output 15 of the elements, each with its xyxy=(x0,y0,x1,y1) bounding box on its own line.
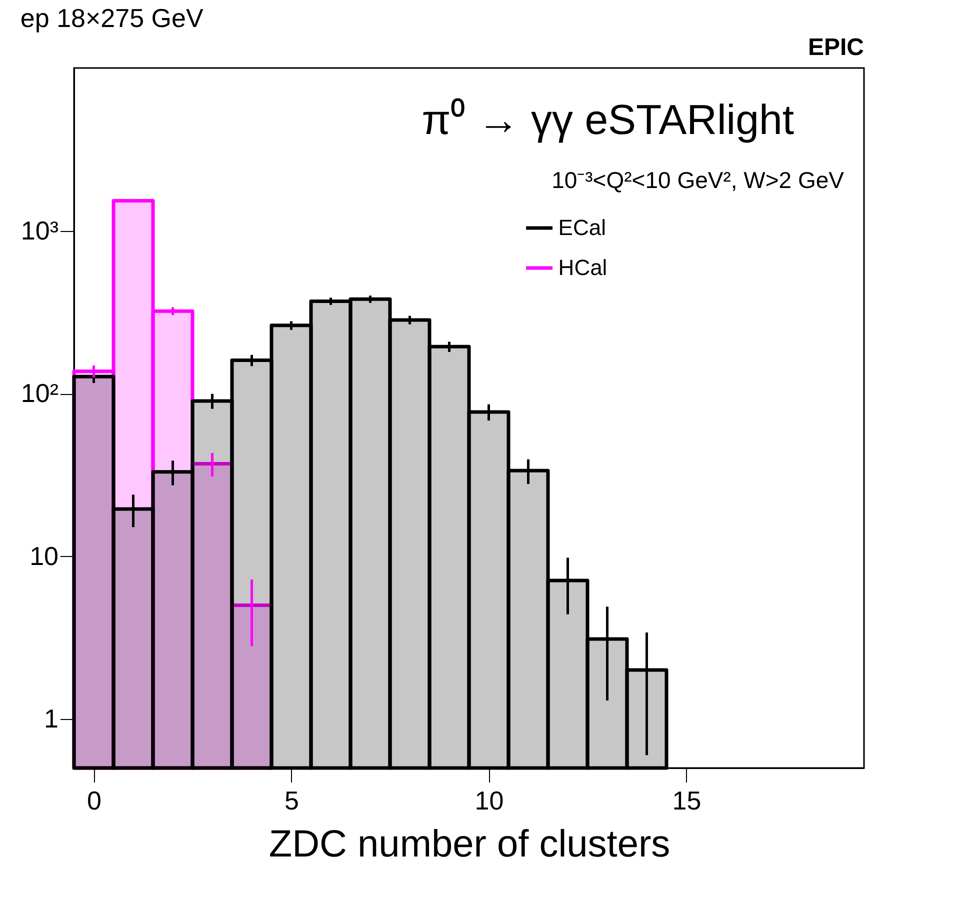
x-tick-label: 0 xyxy=(87,786,102,816)
y-tick-label: 10² xyxy=(20,378,59,408)
y-tick-label: 10³ xyxy=(20,215,59,246)
text: EPIC xyxy=(808,34,864,61)
x-tick-label: 15 xyxy=(672,786,702,816)
y-tick-label: 1 xyxy=(44,704,58,734)
y-tick-label: 10 xyxy=(30,540,58,571)
annotation: π⁰ → γγ eSTARlight xyxy=(422,96,794,143)
x-tick-label: 10 xyxy=(474,786,504,816)
annotation: 10⁻³<Q²<10 GeV², W>2 GeV xyxy=(552,167,845,193)
chart-title: ep 18×275 GeV xyxy=(20,3,204,33)
x-axis-title: ZDC number of clusters xyxy=(268,824,670,866)
x-tick-label: 5 xyxy=(284,786,299,816)
legend-label: HCal xyxy=(558,255,608,280)
legend-label: ECal xyxy=(558,215,606,240)
